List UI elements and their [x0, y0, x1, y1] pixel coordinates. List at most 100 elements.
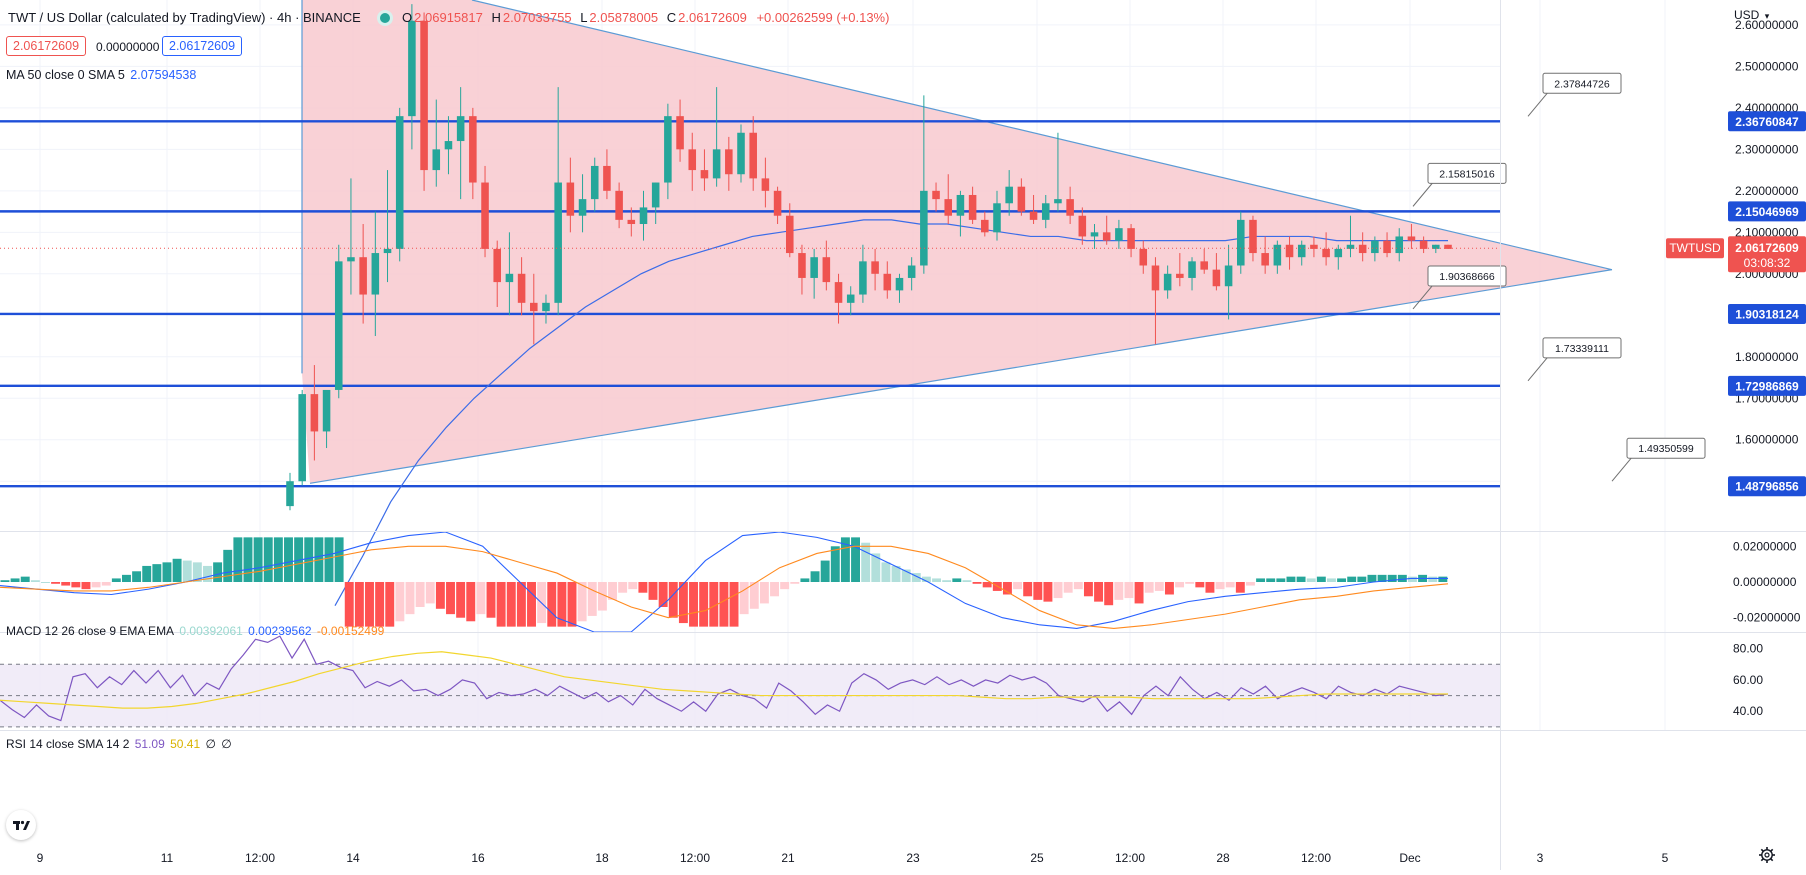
candle-body — [578, 199, 587, 216]
macd-histogram-bar — [699, 582, 709, 627]
macd-histogram-bar — [1114, 582, 1124, 600]
level-price-badge[interactable] — [1728, 375, 1806, 396]
level-price-badge-label[interactable]: 1.90318124 — [1735, 307, 1799, 321]
candle-body — [603, 165, 611, 191]
candle-body — [993, 203, 1001, 233]
candle-body — [298, 394, 306, 482]
ma-legend[interactable]: MA 50 close 0 SMA 5 2.07594538 — [6, 68, 198, 82]
macd-histogram-bar — [709, 582, 719, 627]
candle-body — [1419, 240, 1428, 249]
macd-histogram-bar — [952, 578, 962, 582]
macd-pane — [0, 531, 1449, 633]
macd-histogram-bar — [871, 553, 881, 582]
macd-histogram-bar — [1033, 582, 1043, 600]
candle-body — [883, 273, 892, 291]
level-price-badge[interactable] — [1728, 476, 1806, 497]
callout-label[interactable]: 1.90368666 — [1439, 271, 1495, 283]
macd-histogram-bar — [253, 537, 263, 582]
macd-histogram-bar — [982, 582, 992, 588]
candle-body — [932, 190, 940, 200]
currency-selector[interactable]: USD ▾ — [1734, 8, 1771, 22]
macd-histogram-bar — [273, 537, 283, 582]
candle-body — [956, 194, 965, 216]
macd-histogram-bar — [1023, 582, 1033, 597]
macd-histogram-bar — [1347, 576, 1357, 582]
candle-body — [846, 294, 855, 303]
callout-box[interactable] — [1427, 162, 1507, 184]
callout-box[interactable] — [1427, 265, 1507, 287]
macd-histogram-bar — [1337, 578, 1347, 582]
level-price-badge-label[interactable]: 2.15046969 — [1735, 205, 1799, 219]
macd-histogram-bar — [749, 582, 759, 609]
macd-histogram-bar — [790, 582, 800, 584]
candle-body — [834, 282, 843, 303]
macd-histogram-bar — [344, 582, 354, 627]
price-axis[interactable]: 2.600000002.500000002.400000002.30000000… — [1666, 18, 1806, 718]
time-axis[interactable]: 9 11 12:00 14 16 18 12:00 21 23 25 12:00 28 12:00 Dec… — [37, 851, 1669, 865]
candle-body — [1200, 261, 1208, 270]
macd-histogram-bar — [962, 580, 972, 582]
macd-histogram-bar — [1002, 582, 1012, 595]
level-price-badge-label[interactable]: 2.36760847 — [1735, 115, 1799, 129]
last-price-badge-value[interactable]: 2.06172609 — [1735, 241, 1799, 255]
level-price-badge-label[interactable]: 1.48796856 — [1735, 480, 1799, 494]
gear-icon[interactable] — [1758, 846, 1776, 864]
symbol-badge-label[interactable]: TWTUSD — [1669, 241, 1721, 255]
countdown-label[interactable]: 03:08:32 — [1744, 256, 1791, 270]
macd-histogram-bar — [203, 565, 212, 582]
macd-histogram-bar — [496, 582, 506, 627]
callout-label[interactable]: 1.49350599 — [1638, 443, 1694, 455]
callout-box[interactable] — [1542, 337, 1622, 359]
time-tick-label: 12:00 — [245, 851, 275, 865]
price-callouts[interactable]: 2.37844726 2.15815016 1.90368666 1.73339111… — [1412, 72, 1706, 482]
rsi-tick-label: 80.00 — [1733, 642, 1763, 656]
level-price-badge-label[interactable]: 1.72986869 — [1735, 379, 1799, 393]
macd-histogram-bar — [1367, 574, 1377, 582]
macd-histogram-bar — [101, 582, 111, 586]
last-price-badge[interactable] — [1728, 236, 1806, 273]
macd-histogram-bar — [1256, 578, 1266, 582]
candle-body — [712, 149, 721, 179]
candle-body — [420, 20, 428, 171]
candle-body — [286, 481, 294, 507]
rsi-legend[interactable]: RSI 14 close SMA 14 2 51.09 50.41 ∅ ∅ — [6, 737, 234, 751]
macd-histogram-bar — [1164, 582, 1174, 595]
time-tick-label: 12:00 — [680, 851, 710, 865]
horizontal-levels[interactable] — [0, 120, 1500, 488]
macd-histogram-bar — [628, 582, 638, 590]
level-price-badge[interactable] — [1728, 201, 1806, 222]
macd-histogram-bar — [972, 582, 982, 584]
buy-price-box[interactable]: 2.06172609 — [162, 36, 243, 56]
callout-label[interactable]: 2.15815016 — [1439, 168, 1495, 180]
candle-body — [1163, 273, 1172, 291]
symbol-title[interactable]: TWT / US Dollar (calculated by TradingVi… — [8, 10, 361, 25]
price-tick-label: 2.30000000 — [1735, 142, 1799, 156]
macd-histogram-bar — [1083, 582, 1093, 597]
candle-body — [785, 215, 794, 254]
candle-body — [1358, 244, 1367, 254]
candle-body — [432, 149, 441, 171]
sell-price-box[interactable]: 2.06172609 — [6, 36, 87, 56]
time-tick-label: Dec — [1399, 851, 1420, 865]
macd-histogram-bar — [658, 582, 668, 607]
macd-histogram-bar — [1043, 582, 1053, 602]
symbol-badge[interactable] — [1666, 238, 1724, 259]
level-price-badge[interactable] — [1728, 303, 1806, 324]
macd-histogram-bar — [881, 562, 891, 582]
macd-legend[interactable]: MACD 12 26 close 9 EMA EMA 0.00392061 0.… — [6, 624, 386, 638]
macd-histogram-bar — [51, 582, 61, 584]
macd-histogram-bar — [142, 565, 152, 582]
macd-histogram-bar — [1326, 578, 1336, 582]
callout-box[interactable] — [1542, 72, 1622, 94]
macd-histogram-bar — [810, 571, 820, 582]
callout-label[interactable]: 1.73339111 — [1555, 343, 1609, 355]
callout-box[interactable] — [1626, 437, 1706, 459]
level-price-badge[interactable] — [1728, 111, 1806, 132]
tradingview-logo-icon[interactable] — [6, 810, 36, 840]
time-tick-label: 12:00 — [1301, 851, 1331, 865]
candle-body — [505, 273, 514, 283]
callout-label[interactable]: 2.37844726 — [1554, 78, 1610, 90]
